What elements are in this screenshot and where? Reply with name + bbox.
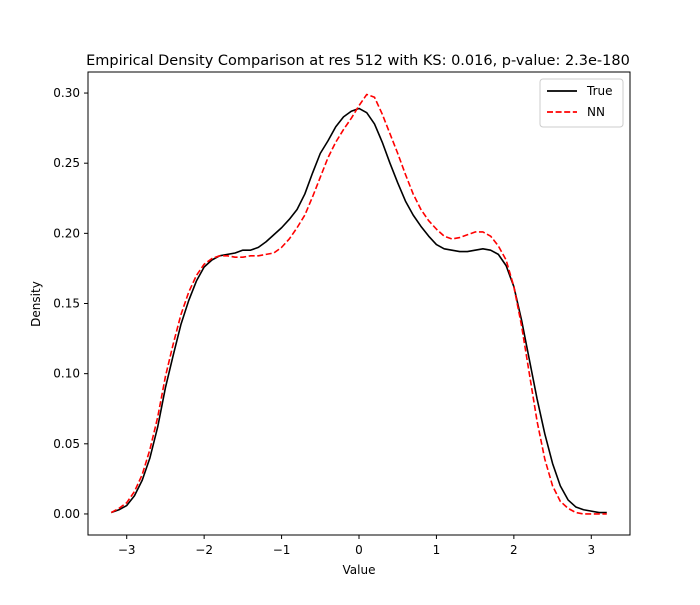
x-tick-label: 1 [433, 543, 441, 557]
y-tick-label: 0.00 [53, 507, 80, 521]
y-tick-label: 0.05 [53, 437, 80, 451]
chart-title: Empirical Density Comparison at res 512 … [86, 53, 630, 69]
y-tick-label: 0.20 [53, 226, 80, 240]
x-tick-label: −3 [118, 543, 136, 557]
x-tick-label: 2 [510, 543, 518, 557]
x-tick-label: 0 [355, 543, 363, 557]
y-axis-label: Density [29, 281, 43, 327]
y-tick-label: 0.10 [53, 367, 80, 381]
x-axis-ticks: −3 −2 −1 0 1 2 3 [118, 535, 595, 557]
legend: True NN [539, 78, 624, 128]
legend-label-true: True [586, 84, 613, 98]
x-tick-label: −2 [195, 543, 213, 557]
y-tick-label: 0.30 [53, 86, 80, 100]
y-tick-label: 0.15 [53, 297, 80, 311]
x-tick-label: −1 [273, 543, 291, 557]
series-layer [110, 93, 607, 515]
y-axis-ticks: 0.00 0.05 0.10 0.15 0.20 0.25 0.30 [53, 86, 88, 521]
legend-label-nn: NN [587, 105, 605, 119]
y-tick-label: 0.25 [53, 156, 80, 170]
series-line-true [110, 107, 607, 514]
x-tick-label: 3 [587, 543, 595, 557]
x-axis-label: Value [343, 563, 376, 577]
series-line-nn [110, 93, 607, 515]
